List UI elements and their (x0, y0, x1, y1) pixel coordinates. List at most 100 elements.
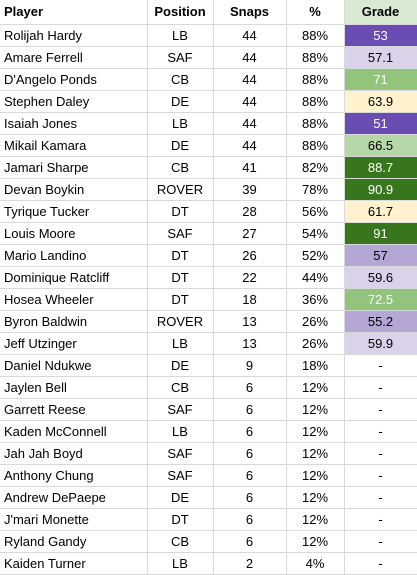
snap-count: 6 (213, 376, 287, 399)
table-row: Jaylen Bell CB 6 12% - (0, 376, 417, 399)
player-position: LB (147, 24, 214, 47)
snap-percent: 52% (286, 244, 345, 267)
player-position: LB (147, 420, 214, 443)
table-row: Dominique Ratcliff DT 22 44% 59.6 (0, 266, 417, 289)
header-row: Player Position Snaps % Grade (0, 0, 417, 25)
player-position: DE (147, 134, 214, 157)
player-position: LB (147, 112, 214, 135)
snap-percent: 4% (286, 552, 345, 575)
table-row: Mario Landino DT 26 52% 57 (0, 244, 417, 267)
snap-count: 22 (213, 266, 287, 289)
player-position: ROVER (147, 310, 214, 333)
player-name: Ryland Gandy (0, 530, 148, 553)
player-position: LB (147, 332, 214, 355)
player-name: Stephen Daley (0, 90, 148, 113)
player-name: D'Angelo Ponds (0, 68, 148, 91)
header-player: Player (0, 0, 148, 25)
table-row: Andrew DePaepe DE 6 12% - (0, 486, 417, 509)
player-grade: 57.1 (344, 46, 417, 69)
player-grade: 66.5 (344, 134, 417, 157)
snap-percent: 12% (286, 530, 345, 553)
table-row: Daniel Ndukwe DE 9 18% - (0, 354, 417, 377)
table-row: Amare Ferrell SAF 44 88% 57.1 (0, 46, 417, 69)
player-grade: 91 (344, 222, 417, 245)
player-name: Mario Landino (0, 244, 148, 267)
snap-percent: 88% (286, 24, 345, 47)
player-grade: - (344, 464, 417, 487)
player-grade: - (344, 398, 417, 421)
player-position: ROVER (147, 178, 214, 201)
snap-percent: 78% (286, 178, 345, 201)
player-grade: 90.9 (344, 178, 417, 201)
player-name: Mikail Kamara (0, 134, 148, 157)
player-grade: 53 (344, 24, 417, 47)
snap-count: 28 (213, 200, 287, 223)
snap-percent: 12% (286, 486, 345, 509)
player-grade: 55.2 (344, 310, 417, 333)
table-row: Devan Boykin ROVER 39 78% 90.9 (0, 178, 417, 201)
snap-percent: 88% (286, 46, 345, 69)
snap-count: 44 (213, 46, 287, 69)
snap-count: 6 (213, 420, 287, 443)
player-position: LB (147, 552, 214, 575)
table-row: Isaiah Jones LB 44 88% 51 (0, 112, 417, 135)
snap-percent: 12% (286, 508, 345, 531)
player-position: DT (147, 244, 214, 267)
player-name: Kaden McConnell (0, 420, 148, 443)
player-name: Louis Moore (0, 222, 148, 245)
player-position: DE (147, 354, 214, 377)
player-position: DE (147, 90, 214, 113)
snap-percent: 88% (286, 90, 345, 113)
snap-count: 44 (213, 90, 287, 113)
snap-percent: 54% (286, 222, 345, 245)
table-row: Jamari Sharpe CB 41 82% 88.7 (0, 156, 417, 179)
snap-percent: 26% (286, 310, 345, 333)
table-row: Byron Baldwin ROVER 13 26% 55.2 (0, 310, 417, 333)
player-position: CB (147, 68, 214, 91)
snap-percent: 88% (286, 134, 345, 157)
table-row: Kaiden Turner LB 2 4% - (0, 552, 417, 575)
snap-count: 26 (213, 244, 287, 267)
player-name: Rolijah Hardy (0, 24, 148, 47)
player-name: Jah Jah Boyd (0, 442, 148, 465)
player-name: Kaiden Turner (0, 552, 148, 575)
table-row: J'mari Monette DT 6 12% - (0, 508, 417, 531)
table-row: D'Angelo Ponds CB 44 88% 71 (0, 68, 417, 91)
player-grade: - (344, 420, 417, 443)
player-name: Andrew DePaepe (0, 486, 148, 509)
player-grade: 57 (344, 244, 417, 267)
player-grade: - (344, 376, 417, 399)
snap-percent: 12% (286, 442, 345, 465)
table-header: Player Position Snaps % Grade (0, 0, 417, 25)
player-grade: 61.7 (344, 200, 417, 223)
player-grade: 88.7 (344, 156, 417, 179)
snap-percent: 12% (286, 420, 345, 443)
player-position: CB (147, 376, 214, 399)
table-row: Jeff Utzinger LB 13 26% 59.9 (0, 332, 417, 355)
snap-percent: 88% (286, 112, 345, 135)
table-row: Anthony Chung SAF 6 12% - (0, 464, 417, 487)
snap-percent: 12% (286, 376, 345, 399)
snap-count: 39 (213, 178, 287, 201)
player-name: Isaiah Jones (0, 112, 148, 135)
snap-percent: 44% (286, 266, 345, 289)
player-name: Jaylen Bell (0, 376, 148, 399)
player-grade: 71 (344, 68, 417, 91)
table-row: Louis Moore SAF 27 54% 91 (0, 222, 417, 245)
player-position: DT (147, 266, 214, 289)
player-name: Jeff Utzinger (0, 332, 148, 355)
player-grade: 59.9 (344, 332, 417, 355)
header-grade: Grade (344, 0, 417, 25)
player-name: Tyrique Tucker (0, 200, 148, 223)
table-body: Rolijah Hardy LB 44 88% 53 Amare Ferrell SAF 44… (0, 24, 417, 575)
snap-percent: 36% (286, 288, 345, 311)
player-position: SAF (147, 46, 214, 69)
snap-count: 44 (213, 68, 287, 91)
snap-count: 6 (213, 398, 287, 421)
player-name: J'mari Monette (0, 508, 148, 531)
player-name: Hosea Wheeler (0, 288, 148, 311)
player-name: Devan Boykin (0, 178, 148, 201)
table-row: Mikail Kamara DE 44 88% 66.5 (0, 134, 417, 157)
table-row: Stephen Daley DE 44 88% 63.9 (0, 90, 417, 113)
